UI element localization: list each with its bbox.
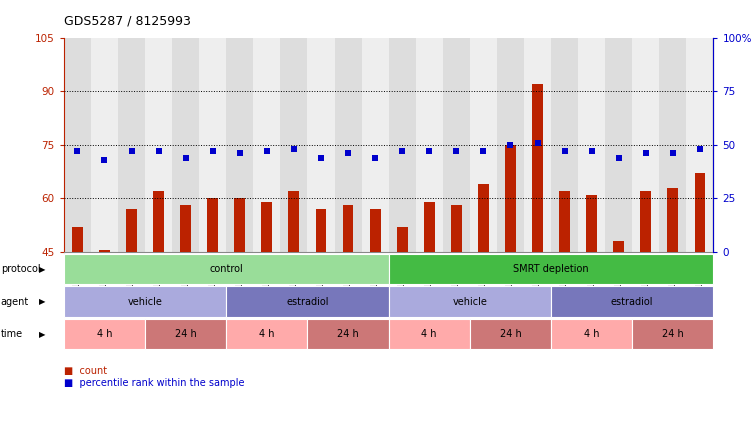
Point — [613, 154, 625, 161]
Bar — [369, 209, 381, 412]
Bar — [532, 84, 543, 412]
Point — [261, 148, 273, 155]
Bar — [641, 191, 651, 412]
Bar — [478, 184, 489, 412]
Bar — [207, 198, 218, 412]
Bar — [451, 206, 462, 412]
Bar — [587, 195, 597, 412]
Text: protocol: protocol — [1, 264, 41, 274]
Point — [234, 150, 246, 157]
Text: GDS5287 / 8125993: GDS5287 / 8125993 — [64, 15, 191, 28]
Point — [532, 139, 544, 146]
Bar — [315, 209, 327, 412]
Point — [207, 148, 219, 155]
Bar — [632, 38, 659, 252]
Text: 24 h: 24 h — [662, 329, 683, 339]
Point — [640, 150, 652, 157]
Text: time: time — [1, 329, 23, 339]
Text: 24 h: 24 h — [337, 329, 359, 339]
Point — [667, 150, 679, 157]
Bar — [668, 188, 678, 412]
Text: 4 h: 4 h — [259, 329, 275, 339]
Bar — [551, 38, 578, 252]
Bar — [253, 38, 280, 252]
Text: ▶: ▶ — [39, 297, 46, 306]
Bar — [443, 38, 470, 252]
Bar — [234, 198, 245, 412]
Point — [71, 148, 83, 155]
Text: 4 h: 4 h — [421, 329, 437, 339]
Text: 4 h: 4 h — [584, 329, 599, 339]
Bar — [470, 38, 497, 252]
Bar — [307, 38, 334, 252]
Point — [98, 157, 110, 163]
Bar — [145, 38, 172, 252]
Bar — [334, 38, 361, 252]
Point — [586, 148, 598, 155]
Point — [559, 148, 571, 155]
Bar — [199, 38, 226, 252]
Bar — [389, 38, 416, 252]
Text: 24 h: 24 h — [499, 329, 521, 339]
Point — [505, 142, 517, 148]
Bar — [505, 145, 516, 412]
Point — [424, 148, 436, 155]
Bar — [614, 241, 624, 412]
Bar — [361, 38, 389, 252]
Bar — [180, 206, 191, 412]
Bar — [91, 38, 118, 252]
Text: control: control — [210, 264, 243, 274]
Point — [694, 146, 706, 153]
Bar — [280, 38, 307, 252]
Point — [288, 146, 300, 153]
Text: ■  count: ■ count — [64, 365, 107, 376]
Bar — [578, 38, 605, 252]
Bar — [172, 38, 199, 252]
Text: ▶: ▶ — [39, 264, 46, 274]
Bar — [342, 206, 354, 412]
Bar — [118, 38, 145, 252]
Point — [342, 150, 354, 157]
Text: SMRT depletion: SMRT depletion — [513, 264, 589, 274]
Bar — [72, 227, 83, 412]
Bar — [524, 38, 551, 252]
Bar — [153, 191, 164, 412]
Point — [451, 148, 463, 155]
Bar — [64, 38, 91, 252]
Bar — [99, 250, 110, 412]
Bar — [397, 227, 408, 412]
Point — [397, 148, 409, 155]
Bar — [559, 191, 570, 412]
Text: 4 h: 4 h — [97, 329, 112, 339]
Bar — [695, 173, 705, 412]
Bar — [261, 202, 273, 412]
Point — [369, 154, 381, 161]
Text: 24 h: 24 h — [175, 329, 197, 339]
Bar — [659, 38, 686, 252]
Point — [478, 148, 490, 155]
Point — [179, 154, 192, 161]
Text: vehicle: vehicle — [452, 297, 487, 307]
Text: ■  percentile rank within the sample: ■ percentile rank within the sample — [64, 378, 244, 388]
Text: ▶: ▶ — [39, 330, 46, 339]
Text: estradiol: estradiol — [286, 297, 329, 307]
Bar — [605, 38, 632, 252]
Point — [152, 148, 164, 155]
Bar — [497, 38, 524, 252]
Text: agent: agent — [1, 297, 29, 307]
Text: vehicle: vehicle — [128, 297, 162, 307]
Bar — [288, 191, 300, 412]
Point — [315, 154, 327, 161]
Bar — [126, 209, 137, 412]
Text: estradiol: estradiol — [611, 297, 653, 307]
Bar — [226, 38, 253, 252]
Bar — [424, 202, 435, 412]
Point — [125, 148, 137, 155]
Bar — [416, 38, 443, 252]
Bar — [686, 38, 713, 252]
